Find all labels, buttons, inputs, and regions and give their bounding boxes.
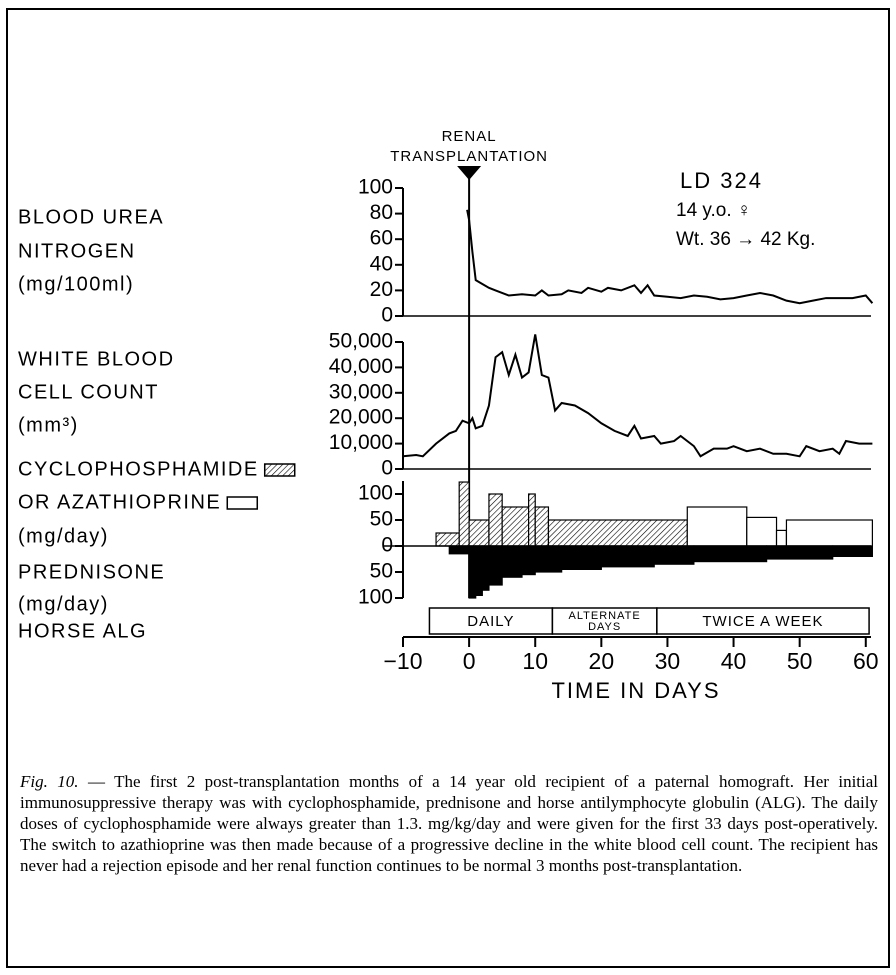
event-label: RENAL bbox=[442, 128, 497, 145]
bar bbox=[600, 545, 655, 568]
y-axis-label: (mg/day) bbox=[18, 593, 109, 615]
bar bbox=[501, 506, 530, 547]
y-axis-label: (mg/day) bbox=[18, 525, 109, 547]
y-tick-label: 40 bbox=[370, 252, 393, 275]
x-tick-label: 10 bbox=[522, 648, 548, 674]
row-label: HORSE ALG bbox=[18, 620, 147, 642]
y-tick-label: 100 bbox=[358, 586, 393, 609]
bar bbox=[488, 493, 503, 547]
y-tick-label: 10,000 bbox=[329, 431, 393, 454]
bar bbox=[534, 506, 550, 547]
y-axis-label: NITROGEN bbox=[18, 240, 136, 262]
bar bbox=[475, 545, 483, 597]
schedule-segment bbox=[428, 607, 554, 635]
y-axis-label: WHITE BLOOD bbox=[18, 348, 175, 370]
bar bbox=[561, 545, 602, 570]
x-tick-label: 40 bbox=[721, 648, 747, 674]
y-tick-label: 100 bbox=[358, 482, 393, 505]
y-tick-label: 20 bbox=[370, 278, 393, 301]
segment-label: DAYS bbox=[588, 621, 621, 633]
bar bbox=[528, 493, 536, 547]
bar bbox=[481, 545, 490, 591]
bar bbox=[468, 519, 490, 547]
legend-swatch bbox=[263, 463, 296, 477]
bar bbox=[521, 545, 536, 576]
bar bbox=[458, 481, 470, 547]
data-line bbox=[402, 334, 873, 458]
legend-label: OR AZATHIOPRINE bbox=[18, 491, 221, 513]
bar bbox=[534, 545, 563, 573]
x-axis-label: TIME IN DAYS bbox=[551, 678, 720, 703]
patient-info: LD 324 bbox=[680, 168, 763, 193]
y-tick-label: 50,000 bbox=[329, 330, 393, 353]
legend-swatch bbox=[226, 496, 259, 510]
segment-label: TWICE A WEEK bbox=[702, 613, 823, 630]
event-label: TRANSPLANTATION bbox=[390, 148, 548, 165]
y-axis-label: CELL COUNT bbox=[18, 381, 159, 403]
y-tick-label: 0 bbox=[381, 534, 393, 557]
legend-label: CYCLOPHOSPHAMIDE bbox=[18, 458, 259, 480]
x-tick-label: 50 bbox=[787, 648, 813, 674]
bar bbox=[435, 532, 460, 547]
patient-info: 14 y.o. ♀ bbox=[676, 200, 751, 221]
segment-label: ALTERNATE bbox=[569, 610, 641, 622]
y-tick-label: 0 bbox=[381, 304, 393, 327]
bar bbox=[488, 545, 503, 586]
bar bbox=[501, 545, 523, 578]
y-tick-label: 40,000 bbox=[329, 355, 393, 378]
data-line bbox=[466, 209, 874, 305]
y-tick-label: 50 bbox=[370, 560, 393, 583]
event-arrow bbox=[457, 166, 482, 180]
y-tick-label: 60 bbox=[370, 227, 393, 250]
bar bbox=[785, 519, 873, 547]
schedule-segment bbox=[656, 607, 870, 635]
x-tick-label: 60 bbox=[853, 648, 879, 674]
bar bbox=[693, 545, 768, 563]
patient-info: Wt. 36 → 42 Kg. bbox=[676, 229, 815, 250]
y-tick-label: 0 bbox=[381, 457, 393, 480]
bar bbox=[686, 506, 748, 547]
y-axis-label: BLOOD UREA bbox=[18, 206, 164, 228]
x-tick-label: −10 bbox=[383, 648, 422, 674]
bar bbox=[653, 545, 695, 565]
bar bbox=[746, 516, 778, 547]
segment-label: DAILY bbox=[467, 613, 514, 630]
x-tick-label: 0 bbox=[463, 648, 476, 674]
bar bbox=[448, 545, 470, 555]
y-tick-label: 30,000 bbox=[329, 380, 393, 403]
bar bbox=[547, 519, 688, 547]
caption-text: — The first 2 post-transplantation month… bbox=[20, 772, 879, 875]
y-tick-label: 80 bbox=[370, 201, 393, 224]
x-tick-label: 20 bbox=[589, 648, 615, 674]
figure-label: Fig. 10. bbox=[20, 772, 79, 791]
y-axis-label: (mg/100ml) bbox=[18, 273, 134, 295]
bar bbox=[468, 545, 477, 599]
bar bbox=[832, 545, 873, 557]
y-tick-label: 50 bbox=[370, 508, 393, 531]
y-tick-label: 20,000 bbox=[329, 406, 393, 429]
y-axis-label: (mm³) bbox=[18, 414, 79, 436]
x-tick-label: 30 bbox=[655, 648, 681, 674]
legend-label: PREDNISONE bbox=[18, 561, 165, 583]
bar bbox=[775, 529, 788, 547]
frame bbox=[6, 8, 890, 968]
y-tick-label: 100 bbox=[358, 176, 393, 199]
caption: Fig. 10. — The first 2 post-transplantat… bbox=[20, 771, 878, 876]
bar bbox=[766, 545, 834, 560]
